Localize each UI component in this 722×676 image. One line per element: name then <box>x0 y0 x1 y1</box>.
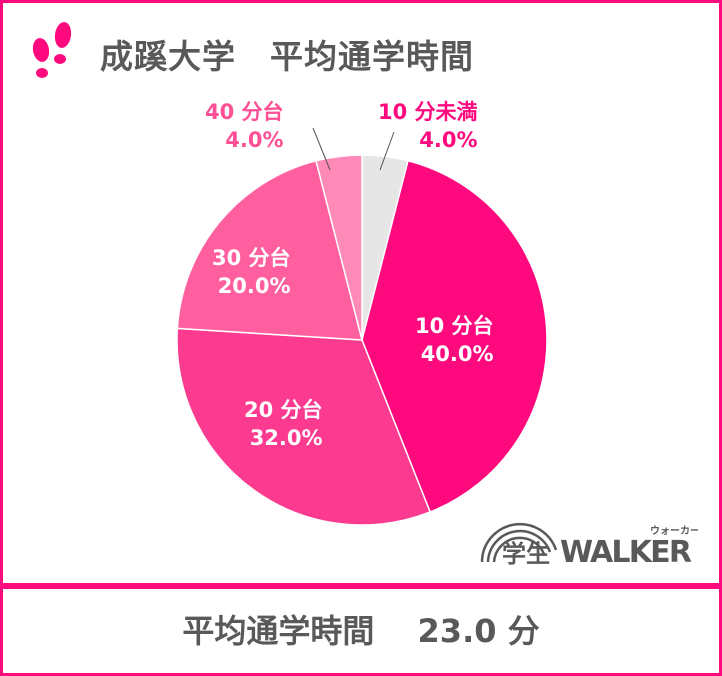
svg-text:ウォーカー: ウォーカー <box>650 525 698 537</box>
gakusei-walker-logo: 学生 WALKER ウォーカー <box>478 512 700 576</box>
leader-line-40 <box>312 127 331 171</box>
svg-text:学生: 学生 <box>502 540 550 568</box>
leader-line-under10 <box>379 131 395 171</box>
slice-label-under10: 10 分未満 4.0% <box>378 100 478 152</box>
chart-frame <box>0 0 722 586</box>
slice-label-10: 10 分台 40.0% <box>415 314 494 366</box>
slice-label-40: 40 分台 4.0% <box>205 100 284 152</box>
pie-slice-2 <box>176 327 432 526</box>
pie-slice-3 <box>176 159 363 341</box>
footprints-icon <box>32 22 72 78</box>
average-commute-summary: 平均通学時間 23.0 分 <box>182 612 540 650</box>
summary-box <box>0 586 722 676</box>
slice-label-20: 20 分台 32.0% <box>244 398 323 450</box>
slice-label-30: 30 分台 20.0% <box>212 246 291 298</box>
svg-text:WALKER: WALKER <box>560 535 692 570</box>
pie-slice-1 <box>361 159 548 513</box>
pie-slice-4 <box>315 154 363 341</box>
page-title: 成蹊大学 平均通学時間 <box>100 37 474 76</box>
